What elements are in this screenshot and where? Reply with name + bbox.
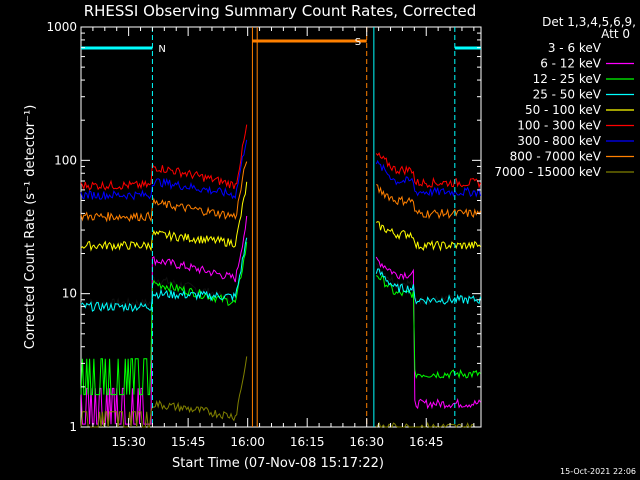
series-line bbox=[375, 268, 482, 306]
series-line bbox=[375, 159, 482, 198]
x-tick-label: 16:00 bbox=[230, 435, 265, 449]
flag-label-n: N bbox=[158, 44, 165, 55]
series-line bbox=[80, 356, 248, 428]
series-line bbox=[80, 181, 248, 252]
y-tick-label: 1000 bbox=[46, 20, 77, 34]
series-line bbox=[375, 421, 481, 428]
legend-entry-label: 3 - 6 keV bbox=[548, 41, 602, 55]
y-tick-label: 10 bbox=[62, 287, 77, 301]
x-tick-label: 16:30 bbox=[349, 435, 384, 449]
series-line bbox=[80, 240, 248, 309]
series-line bbox=[375, 256, 481, 410]
series-line bbox=[375, 274, 481, 380]
x-axis-ticks: 15:30 15:45 16:00 16:15 16:30 16:45 bbox=[92, 27, 475, 449]
legend-entry-label: 800 - 7000 keV bbox=[510, 150, 602, 164]
legend-entry-label: 12 - 25 keV bbox=[533, 72, 602, 86]
legend-entry-label: 6 - 12 keV bbox=[540, 57, 602, 71]
series-line bbox=[80, 139, 248, 201]
marker-lines bbox=[151, 27, 456, 427]
legend-entry-label: 50 - 100 keV bbox=[525, 103, 602, 117]
series-line bbox=[376, 184, 481, 220]
plot-frame bbox=[80, 26, 482, 428]
plot-area: NS bbox=[80, 26, 482, 428]
observing-flags: NS bbox=[81, 37, 481, 55]
y-axis-label: Corrected Count Rate (s⁻¹ detector⁻¹) bbox=[23, 105, 38, 350]
series-line bbox=[375, 263, 481, 306]
footer-timestamp: 15-Oct-2021 22:06 bbox=[560, 467, 636, 476]
legend-entry-label: 25 - 50 keV bbox=[533, 88, 602, 102]
series-line bbox=[80, 124, 248, 191]
x-axis-label: Start Time (07-Nov-08 15:17:22) bbox=[172, 456, 384, 471]
series-line bbox=[80, 161, 248, 223]
series-line bbox=[80, 237, 248, 313]
y-axis-ticks: 1 10 100 1000 bbox=[46, 20, 481, 434]
x-tick-label: 15:45 bbox=[171, 435, 206, 449]
legend-entry-label: 100 - 300 keV bbox=[517, 119, 601, 133]
x-tick-label: 16:15 bbox=[290, 435, 325, 449]
series-lines bbox=[80, 124, 482, 428]
y-tick-label: 1 bbox=[69, 420, 77, 434]
series-line bbox=[375, 152, 481, 189]
legend-entry-label: 300 - 800 keV bbox=[517, 134, 601, 148]
series-line bbox=[80, 215, 248, 425]
series-line bbox=[375, 221, 481, 252]
legend-entry-label: 7000 - 15000 keV bbox=[494, 165, 601, 179]
y-tick-label: 100 bbox=[54, 153, 77, 167]
legend-header-2: Att 0 bbox=[601, 27, 630, 41]
flag-label-s: S bbox=[355, 37, 361, 48]
chart-title: RHESSI Observing Summary Count Rates, Co… bbox=[84, 2, 477, 20]
x-tick-label: 15:30 bbox=[111, 435, 146, 449]
legend-header-1: Det 1,3,4,5,6,9, bbox=[542, 15, 636, 29]
x-tick-label: 16:45 bbox=[409, 435, 444, 449]
